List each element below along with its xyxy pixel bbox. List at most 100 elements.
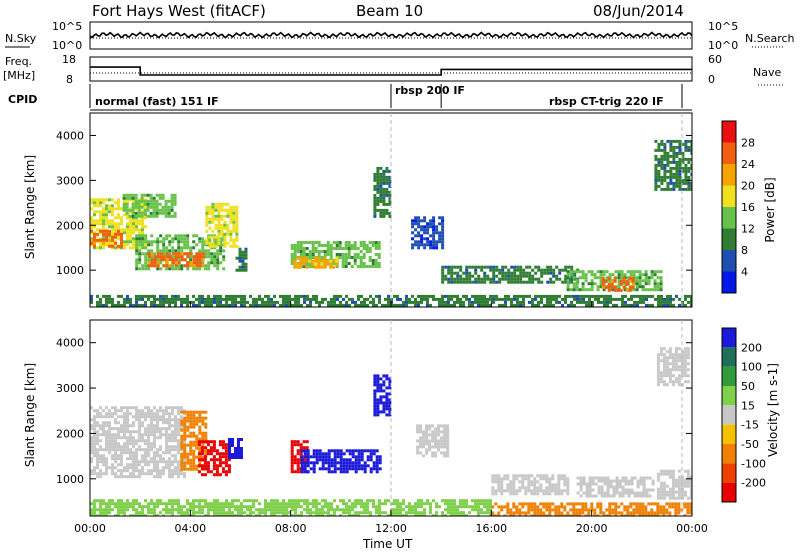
data-cell bbox=[668, 505, 672, 509]
data-cell bbox=[338, 244, 342, 247]
data-cell bbox=[633, 491, 637, 495]
data-cell bbox=[192, 505, 195, 509]
data-cell bbox=[96, 514, 99, 516]
data-cell bbox=[560, 511, 564, 515]
data-cell bbox=[129, 472, 132, 476]
data-cell bbox=[180, 234, 184, 238]
data-cell bbox=[252, 297, 255, 301]
data-cell bbox=[522, 297, 525, 301]
data-cell bbox=[504, 265, 508, 269]
data-cell bbox=[108, 294, 111, 298]
data-cell bbox=[363, 467, 367, 471]
data-cell bbox=[144, 406, 147, 410]
data-cell bbox=[201, 434, 205, 438]
data-cell bbox=[419, 427, 423, 431]
data-cell bbox=[521, 477, 525, 481]
data-cell bbox=[162, 457, 165, 461]
data-cell bbox=[440, 439, 444, 443]
nsearch-tick-low: 10^0 bbox=[708, 39, 739, 52]
data-cell bbox=[659, 276, 663, 280]
data-cell bbox=[150, 499, 153, 503]
data-cell bbox=[385, 386, 389, 390]
data-cell bbox=[385, 404, 389, 408]
data-cell bbox=[323, 253, 327, 256]
data-cell bbox=[659, 484, 663, 488]
data-cell bbox=[189, 246, 193, 250]
data-cell bbox=[129, 412, 132, 416]
data-cell bbox=[590, 273, 594, 277]
data-cell bbox=[606, 491, 610, 495]
data-cell bbox=[108, 442, 111, 446]
data-cell bbox=[554, 483, 558, 487]
data-cell bbox=[426, 222, 430, 226]
data-cell bbox=[308, 265, 312, 268]
data-cell bbox=[162, 433, 165, 437]
data-cell bbox=[93, 222, 96, 226]
data-cell bbox=[656, 371, 660, 375]
data-cell bbox=[105, 210, 108, 214]
data-cell bbox=[641, 273, 645, 277]
data-cell bbox=[566, 276, 570, 280]
data-cell bbox=[189, 467, 193, 471]
data-cell bbox=[360, 300, 363, 304]
data-cell bbox=[327, 458, 331, 462]
data-cell bbox=[297, 505, 300, 509]
data-cell bbox=[159, 502, 162, 506]
data-cell bbox=[382, 395, 386, 399]
data-cell bbox=[650, 511, 654, 515]
data-cell bbox=[296, 452, 300, 456]
data-cell bbox=[375, 505, 378, 509]
data-cell bbox=[497, 483, 501, 487]
data-cell bbox=[506, 508, 510, 512]
data-cell bbox=[345, 502, 348, 506]
data-cell bbox=[536, 474, 540, 478]
data-cell bbox=[312, 470, 316, 474]
data-cell bbox=[290, 443, 294, 447]
data-cell bbox=[363, 508, 366, 512]
data-cell bbox=[608, 505, 612, 509]
data-cell bbox=[312, 452, 316, 456]
data-cell bbox=[220, 226, 224, 230]
data-cell bbox=[675, 169, 679, 173]
data-cell bbox=[527, 508, 531, 512]
data-cell bbox=[255, 303, 258, 307]
data-cell bbox=[636, 491, 640, 495]
data-cell bbox=[557, 480, 561, 484]
data-cell bbox=[474, 280, 478, 284]
data-cell bbox=[180, 237, 184, 241]
data-cell bbox=[165, 294, 168, 298]
data-cell bbox=[114, 502, 117, 506]
data-cell bbox=[563, 489, 567, 493]
data-cell bbox=[414, 511, 417, 515]
data-cell bbox=[168, 264, 172, 268]
data-cell bbox=[656, 475, 660, 479]
data-cell bbox=[509, 508, 513, 512]
data-cell bbox=[515, 511, 519, 515]
data-cell bbox=[123, 412, 126, 416]
data-cell bbox=[165, 466, 168, 470]
data-cell bbox=[465, 297, 468, 301]
data-cell bbox=[557, 505, 561, 509]
data-cell bbox=[126, 475, 129, 479]
data-cell bbox=[318, 455, 322, 459]
data-cell bbox=[201, 261, 205, 265]
data-cell bbox=[402, 300, 405, 304]
data-cell bbox=[641, 508, 645, 512]
data-cell bbox=[270, 300, 273, 304]
data-cell bbox=[672, 154, 676, 158]
data-cell bbox=[297, 514, 300, 516]
data-cell bbox=[489, 502, 492, 506]
data-cell bbox=[293, 250, 297, 253]
data-cell bbox=[516, 280, 520, 284]
data-cell bbox=[671, 374, 675, 378]
data-cell bbox=[653, 502, 657, 506]
data-cell bbox=[173, 214, 177, 218]
data-cell bbox=[129, 436, 132, 440]
data-cell bbox=[192, 416, 196, 420]
data-cell bbox=[648, 494, 652, 498]
data-cell bbox=[186, 458, 190, 462]
data-cell bbox=[500, 492, 504, 496]
data-cell bbox=[235, 223, 239, 227]
data-cell bbox=[642, 488, 646, 492]
data-cell bbox=[360, 467, 364, 471]
